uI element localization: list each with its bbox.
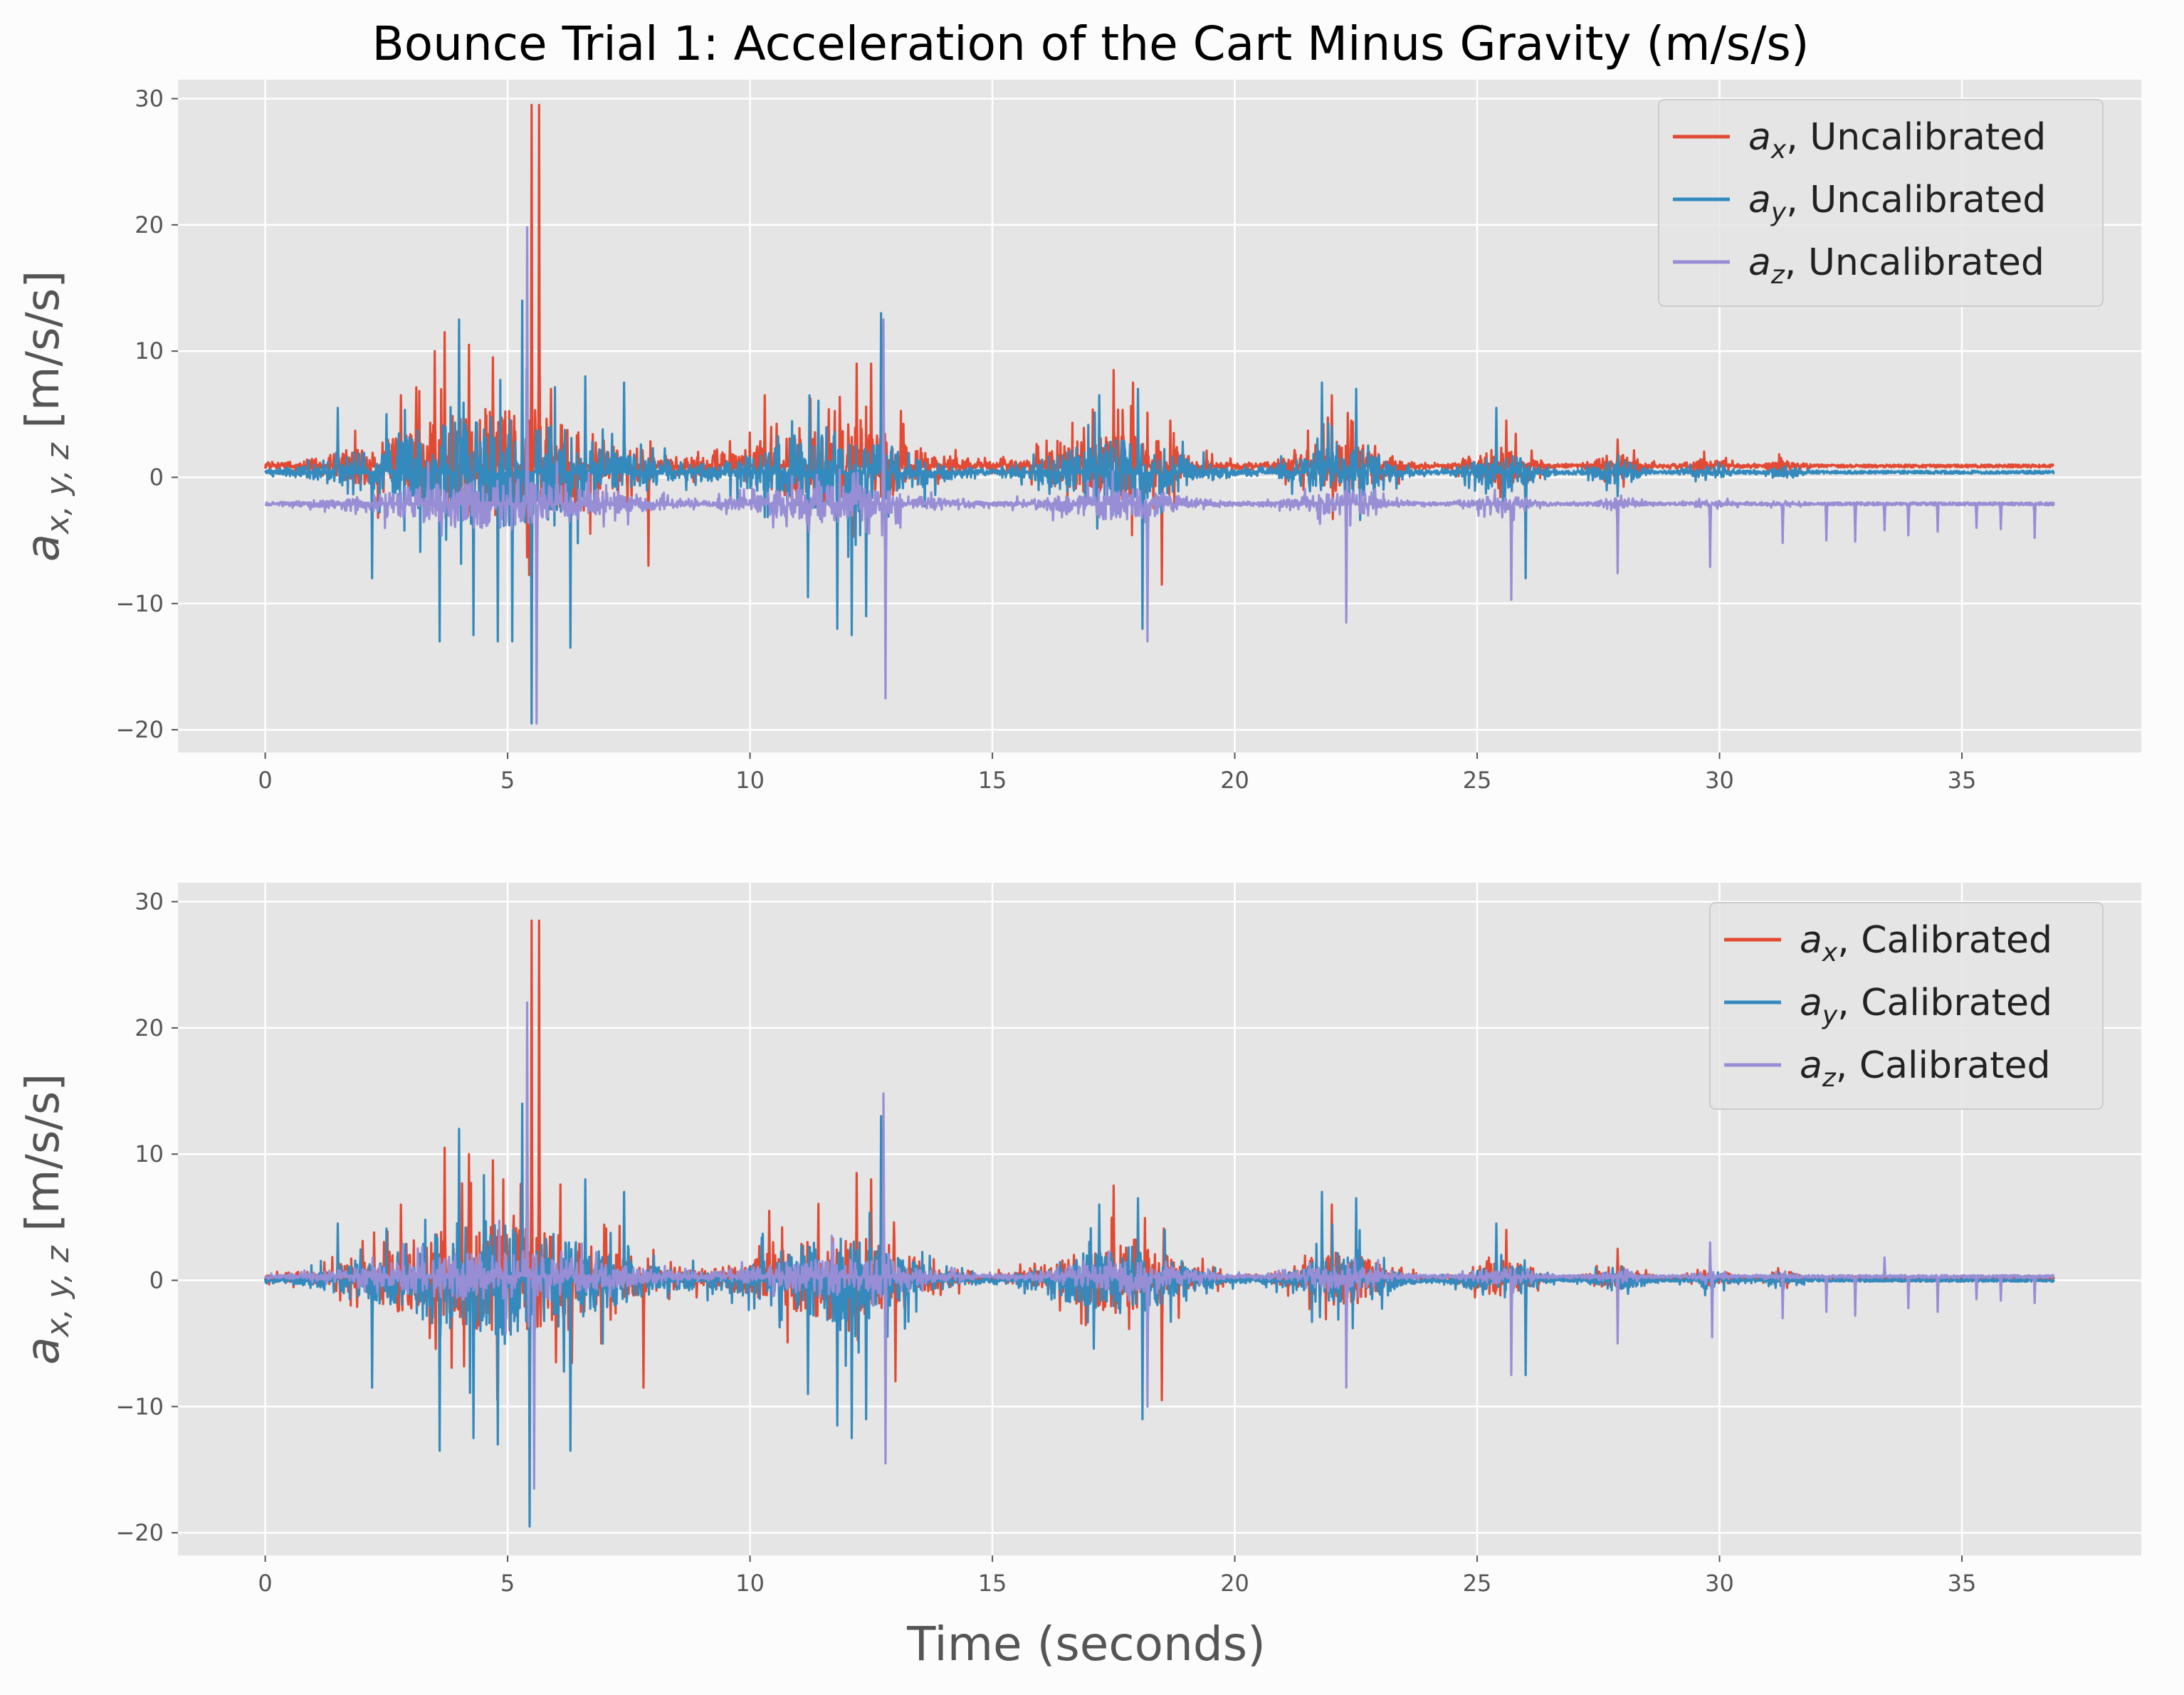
- legend-label: ay, Calibrated: [1800, 982, 2052, 1030]
- y-axis-label: ax, y, z [m/s/s]: [17, 271, 76, 562]
- legend-label-subscript: z: [1770, 261, 1785, 290]
- legend-label-subscript: y: [1822, 1001, 1838, 1030]
- y-axis-label-subscript: x, y, z: [40, 442, 76, 535]
- x-tick-label: 35: [1948, 767, 1977, 794]
- y-tick-label: −10: [115, 1393, 164, 1420]
- y-axis-label-symbol: a: [17, 1337, 70, 1365]
- legend-frame: [1658, 99, 2104, 307]
- x-tick-label: 20: [1220, 1570, 1249, 1597]
- x-tick-label: 30: [1705, 767, 1734, 794]
- y-tick-label: 10: [135, 1140, 164, 1167]
- x-tick-label: 10: [735, 767, 765, 794]
- legend-label-text: , Calibrated: [1837, 982, 2052, 1024]
- x-axis-label: Time (seconds): [906, 1617, 1266, 1672]
- x-tick-label: 0: [258, 767, 272, 794]
- y-axis-label-subscript: x, y, z: [40, 1245, 76, 1338]
- y-tick-label: −20: [115, 1519, 164, 1546]
- x-tick-label: 30: [1705, 1570, 1734, 1597]
- y-tick-label: 10: [135, 337, 164, 364]
- x-tick-label: 25: [1463, 767, 1492, 794]
- y-axis-label: ax, y, z [m/s/s]: [17, 1074, 76, 1365]
- series-line-ay: [264, 299, 2055, 725]
- x-tick-label: 15: [978, 1570, 1007, 1597]
- legend-label: az, Uncalibrated: [1748, 241, 2044, 290]
- x-tick-label: 25: [1463, 1570, 1492, 1597]
- x-tick-label: 5: [500, 767, 515, 794]
- legend-label-symbol: a: [1800, 1044, 1822, 1087]
- legend-label: ax, Calibrated: [1800, 919, 2052, 967]
- legend-label-symbol: a: [1748, 179, 1771, 221]
- series-line-az: [264, 226, 2055, 725]
- x-tick-label: 35: [1948, 1570, 1977, 1597]
- chart-title: Bounce Trial 1: Acceleration of the Cart…: [372, 16, 1809, 71]
- y-axis-label-units: [m/s/s]: [17, 271, 70, 443]
- y-tick-label: 0: [149, 1266, 164, 1293]
- legend-label-text: , Uncalibrated: [1786, 116, 2046, 159]
- legend-label-subscript: y: [1770, 198, 1787, 227]
- legend-label-text: , Uncalibrated: [1786, 179, 2046, 221]
- legend-label-text: , Calibrated: [1836, 1044, 2051, 1087]
- legend-label-subscript: z: [1822, 1064, 1837, 1093]
- y-tick-label: −10: [115, 590, 164, 617]
- legend-label-subscript: x: [1822, 938, 1838, 967]
- legend-label-subscript: x: [1770, 135, 1787, 164]
- series-line-az: [264, 1001, 2055, 1490]
- legend-label-symbol: a: [1748, 241, 1771, 284]
- y-tick-label: 30: [135, 85, 164, 112]
- x-tick-label: 20: [1220, 767, 1249, 794]
- legend-label: ay, Uncalibrated: [1748, 179, 2046, 227]
- legend-label-text: , Uncalibrated: [1785, 241, 2044, 284]
- y-tick-label: 30: [135, 888, 164, 915]
- y-axis-label-symbol: a: [17, 534, 70, 562]
- x-tick-label: 15: [978, 767, 1007, 794]
- x-tick-label: 5: [500, 1570, 515, 1597]
- legend-label-symbol: a: [1800, 919, 1822, 962]
- legend-frame: [1709, 902, 2104, 1110]
- y-tick-label: 20: [135, 211, 164, 238]
- legend-label-symbol: a: [1748, 116, 1771, 159]
- x-tick-label: 10: [735, 1570, 765, 1597]
- y-axis-label-units: [m/s/s]: [17, 1074, 70, 1246]
- legend-label: ax, Uncalibrated: [1748, 116, 2046, 164]
- y-tick-label: 20: [135, 1014, 164, 1041]
- legend-label: az, Calibrated: [1800, 1044, 2051, 1093]
- x-tick-label: 0: [258, 1570, 272, 1597]
- legend-label-text: , Calibrated: [1837, 919, 2052, 962]
- y-tick-label: 0: [149, 463, 164, 490]
- y-tick-label: −20: [115, 716, 164, 743]
- legend-label-symbol: a: [1800, 982, 1822, 1024]
